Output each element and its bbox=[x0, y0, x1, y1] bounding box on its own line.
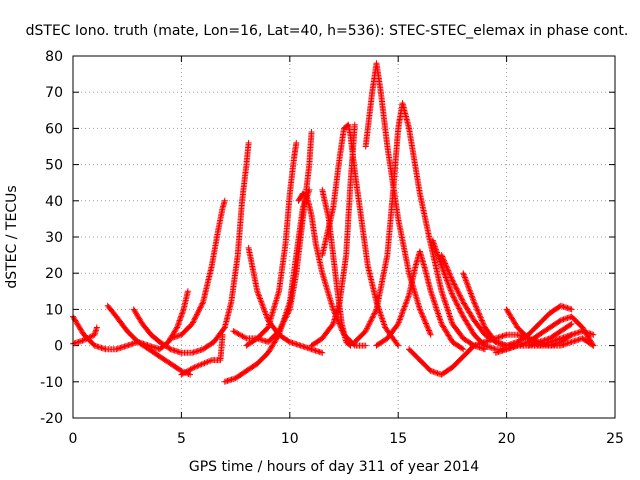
series-markers bbox=[351, 100, 412, 345]
y-tick-label: 30 bbox=[45, 230, 63, 246]
series-4 bbox=[130, 139, 252, 356]
x-tick-label: 25 bbox=[606, 431, 624, 447]
x-tick-label: 5 bbox=[177, 431, 186, 447]
series-25 bbox=[525, 328, 597, 349]
series-17 bbox=[406, 125, 488, 353]
series-markers bbox=[308, 121, 358, 349]
y-tick-label: 0 bbox=[54, 339, 63, 355]
plot-frame bbox=[72, 55, 616, 419]
y-tick-label: -20 bbox=[40, 411, 63, 427]
x-tick-label: 20 bbox=[498, 431, 516, 447]
series-22 bbox=[460, 270, 575, 349]
data-points bbox=[70, 60, 597, 385]
series-3 bbox=[104, 302, 194, 378]
y-tick-label: 70 bbox=[45, 85, 63, 101]
series-markers bbox=[167, 197, 228, 342]
x-tick-label: 15 bbox=[389, 431, 407, 447]
series-5 bbox=[178, 331, 226, 378]
series-markers bbox=[406, 125, 488, 353]
x-tick-label: 10 bbox=[281, 431, 299, 447]
y-axis-label: dSTEC / TECUs bbox=[4, 185, 20, 288]
series-18 bbox=[373, 248, 467, 353]
axis-ticks: 0 5 10 15 20 25 -20 -10 0 10 20 30 40 50 60 70 80 bbox=[40, 49, 624, 447]
y-tick-label: 40 bbox=[45, 194, 63, 210]
y-tick-label: 10 bbox=[45, 302, 63, 318]
series-11 bbox=[243, 129, 315, 349]
x-tick-label: 0 bbox=[69, 431, 78, 447]
series-markers bbox=[243, 129, 315, 349]
series-markers bbox=[70, 288, 191, 353]
series-markers bbox=[245, 244, 326, 356]
y-tick-label: 50 bbox=[45, 158, 63, 174]
chart-title: dSTEC Iono. truth (mate, Lon=16, Lat=40,… bbox=[26, 23, 629, 39]
y-tick-label: 80 bbox=[45, 49, 63, 65]
series-markers bbox=[221, 186, 313, 385]
series-16 bbox=[351, 100, 412, 345]
series-6 bbox=[167, 197, 228, 342]
series-markers bbox=[525, 328, 597, 349]
y-tick-label: 60 bbox=[45, 121, 63, 137]
series-14 bbox=[308, 121, 358, 349]
series-7 bbox=[221, 186, 313, 385]
series-1 bbox=[70, 288, 191, 353]
series-markers bbox=[104, 302, 194, 378]
series-markers bbox=[178, 331, 226, 378]
series-markers bbox=[460, 270, 575, 349]
series-markers bbox=[373, 248, 467, 353]
series-9 bbox=[245, 244, 326, 356]
grid bbox=[73, 56, 615, 418]
y-tick-label: -10 bbox=[40, 375, 63, 391]
x-axis-label: GPS time / hours of day 311 of year 2014 bbox=[189, 459, 479, 475]
y-tick-label: 20 bbox=[45, 266, 63, 282]
